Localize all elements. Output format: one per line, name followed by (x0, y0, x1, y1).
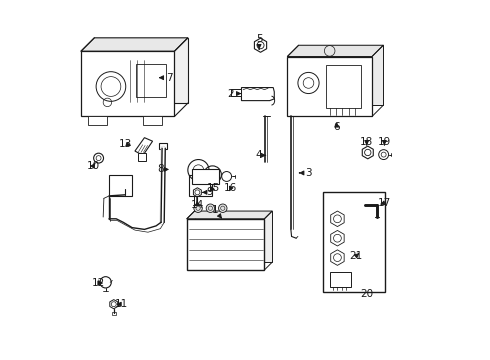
Polygon shape (81, 51, 174, 117)
Polygon shape (88, 117, 107, 125)
Polygon shape (242, 87, 274, 100)
Text: 13: 13 (119, 139, 132, 149)
Text: 14: 14 (191, 200, 204, 210)
Polygon shape (187, 211, 272, 219)
Polygon shape (326, 65, 362, 108)
Text: 12: 12 (92, 278, 105, 288)
Polygon shape (138, 153, 146, 161)
Text: 15: 15 (207, 183, 220, 193)
Polygon shape (195, 211, 272, 262)
Polygon shape (159, 143, 168, 149)
Polygon shape (135, 138, 152, 155)
Text: 10: 10 (87, 161, 100, 171)
Text: 2: 2 (227, 89, 241, 99)
Text: 8: 8 (157, 165, 168, 174)
Polygon shape (136, 64, 166, 97)
Polygon shape (231, 89, 242, 96)
Text: 6: 6 (333, 122, 340, 132)
Polygon shape (189, 175, 212, 196)
Polygon shape (322, 192, 386, 292)
Text: 11: 11 (115, 299, 128, 309)
Text: 19: 19 (378, 137, 391, 147)
Polygon shape (112, 312, 116, 315)
Text: 17: 17 (378, 198, 391, 208)
Circle shape (219, 204, 227, 212)
Text: 21: 21 (349, 251, 363, 261)
Text: 5: 5 (256, 34, 263, 49)
Text: 9: 9 (203, 187, 213, 197)
Polygon shape (192, 169, 219, 184)
Text: 4: 4 (256, 150, 266, 160)
Text: 16: 16 (224, 183, 238, 193)
Circle shape (206, 204, 215, 212)
Polygon shape (287, 45, 383, 57)
Polygon shape (143, 117, 162, 125)
Circle shape (194, 204, 202, 212)
Text: 20: 20 (360, 289, 373, 298)
Polygon shape (330, 272, 351, 287)
Polygon shape (109, 175, 132, 196)
Text: 7: 7 (160, 73, 172, 83)
Text: 3: 3 (299, 168, 312, 178)
Polygon shape (95, 38, 188, 103)
Polygon shape (298, 45, 383, 105)
Polygon shape (187, 219, 265, 270)
Text: 1: 1 (212, 205, 221, 218)
Polygon shape (81, 38, 188, 51)
Polygon shape (287, 57, 372, 117)
Text: 18: 18 (360, 137, 373, 147)
